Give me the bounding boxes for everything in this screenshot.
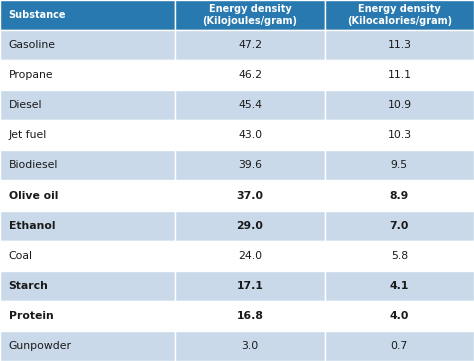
Text: 46.2: 46.2 (238, 70, 262, 80)
FancyBboxPatch shape (0, 90, 175, 120)
FancyBboxPatch shape (325, 301, 474, 331)
Text: Biodiesel: Biodiesel (9, 160, 58, 170)
Text: Energy density
(Kilocalories/gram): Energy density (Kilocalories/gram) (347, 4, 452, 26)
FancyBboxPatch shape (175, 180, 325, 210)
Text: Ethanol: Ethanol (9, 221, 55, 231)
Text: Jet fuel: Jet fuel (9, 130, 47, 140)
FancyBboxPatch shape (325, 90, 474, 120)
FancyBboxPatch shape (325, 60, 474, 90)
Text: 0.7: 0.7 (391, 341, 408, 351)
Text: Gunpowder: Gunpowder (9, 341, 72, 351)
Text: 29.0: 29.0 (237, 221, 264, 231)
FancyBboxPatch shape (0, 301, 175, 331)
FancyBboxPatch shape (0, 120, 175, 151)
FancyBboxPatch shape (0, 241, 175, 271)
FancyBboxPatch shape (175, 210, 325, 241)
FancyBboxPatch shape (0, 60, 175, 90)
Text: 10.9: 10.9 (387, 100, 411, 110)
FancyBboxPatch shape (175, 90, 325, 120)
Text: Starch: Starch (9, 281, 48, 291)
FancyBboxPatch shape (325, 271, 474, 301)
Text: Substance: Substance (9, 10, 66, 20)
Text: 17.1: 17.1 (237, 281, 264, 291)
Text: 4.0: 4.0 (390, 311, 409, 321)
Text: Gasoline: Gasoline (9, 40, 55, 50)
FancyBboxPatch shape (325, 331, 474, 361)
Text: Diesel: Diesel (9, 100, 42, 110)
FancyBboxPatch shape (175, 30, 325, 60)
Text: 5.8: 5.8 (391, 251, 408, 261)
FancyBboxPatch shape (175, 331, 325, 361)
Text: Propane: Propane (9, 70, 53, 80)
FancyBboxPatch shape (175, 301, 325, 331)
FancyBboxPatch shape (0, 210, 175, 241)
FancyBboxPatch shape (325, 120, 474, 151)
Text: 8.9: 8.9 (390, 191, 409, 201)
FancyBboxPatch shape (0, 331, 175, 361)
FancyBboxPatch shape (175, 60, 325, 90)
Text: 37.0: 37.0 (237, 191, 264, 201)
Text: Energy density
(Kilojoules/gram): Energy density (Kilojoules/gram) (202, 4, 298, 26)
FancyBboxPatch shape (0, 151, 175, 180)
Text: Protein: Protein (9, 311, 53, 321)
FancyBboxPatch shape (325, 180, 474, 210)
FancyBboxPatch shape (175, 241, 325, 271)
FancyBboxPatch shape (325, 0, 474, 30)
FancyBboxPatch shape (175, 0, 325, 30)
Text: 4.1: 4.1 (390, 281, 409, 291)
Text: 9.5: 9.5 (391, 160, 408, 170)
FancyBboxPatch shape (0, 271, 175, 301)
Text: 10.3: 10.3 (387, 130, 411, 140)
FancyBboxPatch shape (175, 271, 325, 301)
FancyBboxPatch shape (0, 30, 175, 60)
Text: 43.0: 43.0 (238, 130, 262, 140)
Text: 3.0: 3.0 (241, 341, 259, 351)
Text: 11.3: 11.3 (387, 40, 411, 50)
Text: 16.8: 16.8 (237, 311, 264, 321)
FancyBboxPatch shape (325, 151, 474, 180)
FancyBboxPatch shape (0, 0, 175, 30)
Text: 11.1: 11.1 (387, 70, 411, 80)
FancyBboxPatch shape (325, 30, 474, 60)
FancyBboxPatch shape (175, 120, 325, 151)
FancyBboxPatch shape (0, 180, 175, 210)
Text: 7.0: 7.0 (390, 221, 409, 231)
Text: 24.0: 24.0 (238, 251, 262, 261)
Text: 39.6: 39.6 (238, 160, 262, 170)
Text: Coal: Coal (9, 251, 33, 261)
Text: Olive oil: Olive oil (9, 191, 58, 201)
FancyBboxPatch shape (325, 210, 474, 241)
FancyBboxPatch shape (325, 241, 474, 271)
Text: 47.2: 47.2 (238, 40, 262, 50)
Text: 45.4: 45.4 (238, 100, 262, 110)
FancyBboxPatch shape (175, 151, 325, 180)
